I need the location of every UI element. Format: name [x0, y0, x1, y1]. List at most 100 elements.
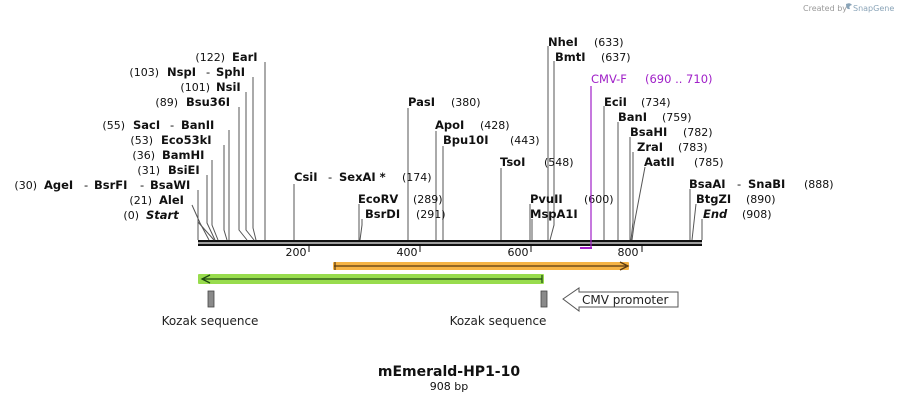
feature-kozak-1[interactable]: Kozak sequence: [162, 290, 259, 328]
site-mspA1I[interactable]: MspA1I: [530, 207, 578, 221]
site-position: (637): [601, 51, 631, 64]
map-length: 908 bp: [430, 380, 468, 393]
site-bsaAI-snaBI[interactable]: BsaAI - SnaBI (888): [689, 177, 834, 191]
features: Kozak sequence Kozak sequence CMV promot…: [162, 261, 679, 328]
enzyme-name: CsiI: [294, 170, 318, 184]
site-bsaHI[interactable]: BsaHI (782): [630, 125, 713, 139]
site-tsoI[interactable]: TsoI (548): [500, 155, 574, 169]
map-title-block: mEmerald-HP1-10 908 bp: [378, 364, 520, 393]
site-pvuII[interactable]: PvuII (600): [530, 192, 614, 206]
enzyme-name: SexAI *: [339, 170, 386, 184]
site-position: (291): [416, 208, 446, 221]
enzyme-name: NsiI: [216, 80, 241, 94]
site-bmtI[interactable]: BmtI (637): [555, 50, 631, 64]
site-position: (782): [683, 126, 713, 139]
enzyme-name: BsaAI: [689, 177, 726, 191]
site-position: (443): [510, 134, 540, 147]
enzyme-name: BanII: [181, 118, 214, 132]
enzyme-name: AatII: [644, 155, 675, 169]
site-position: (783): [678, 141, 708, 154]
site-apoI[interactable]: ApoI (428): [435, 118, 510, 132]
site-nheI[interactable]: NheI (633): [548, 35, 624, 49]
site-bamHI[interactable]: (36) BamHI: [132, 148, 204, 162]
enzyme-name: Bpu10I: [443, 133, 488, 147]
site-position: (55): [102, 119, 125, 132]
site-csiI-sexAI[interactable]: CsiI - SexAI * (174): [294, 170, 432, 184]
start-label: Start: [146, 208, 179, 222]
enzyme-name: MspA1I: [530, 207, 578, 221]
site-pasI[interactable]: PasI (380): [408, 95, 481, 109]
site-btgZI[interactable]: BtgZI (890): [696, 192, 776, 206]
map-title: mEmerald-HP1-10: [378, 364, 520, 380]
site-ageI-bsrFI-bsaWI[interactable]: (30) AgeI - BsrFI - BsaWI: [14, 178, 190, 192]
sequence-backbone: [198, 240, 702, 246]
feature-orange-orf[interactable]: [333, 261, 630, 271]
site-aleI[interactable]: (21) AleI: [129, 193, 184, 207]
enzyme-name: SacI: [133, 118, 160, 132]
site-zraI[interactable]: ZraI (783): [637, 140, 708, 154]
site-line-bmtI: [549, 61, 555, 241]
enzyme-separator: -: [206, 65, 210, 79]
site-line-btgZI: [691, 203, 697, 241]
enzyme-name: PvuII: [530, 192, 563, 206]
site-position: (380): [451, 96, 481, 109]
site-position: (908): [742, 208, 772, 221]
enzyme-name: Bsu36I: [186, 95, 230, 109]
enzyme-name: AleI: [159, 193, 184, 207]
site-position: (0): [123, 209, 139, 222]
site-bsu36I[interactable]: (89) Bsu36I: [155, 95, 230, 109]
site-position: (888): [804, 178, 834, 191]
site-position: (548): [544, 156, 574, 169]
backbone-top-strand: [198, 240, 702, 243]
enzyme-name: BanI: [618, 110, 647, 124]
enzyme-name: NheI: [548, 35, 578, 49]
arrow-right-icon: [619, 261, 630, 271]
site-ecoRV[interactable]: EcoRV (289): [358, 192, 443, 206]
enzyme-separator: -: [328, 170, 332, 184]
enzyme-name: AgeI: [44, 178, 73, 192]
credit-prefix: Created by: [803, 4, 847, 13]
site-aatII[interactable]: AatII (785): [644, 155, 724, 169]
enzyme-name: ApoI: [435, 118, 464, 132]
ruler-label-800: 800: [618, 246, 639, 259]
enzyme-name: BsrFI: [94, 178, 127, 192]
site-lines: [191, 46, 703, 241]
site-earI[interactable]: (122) EarI: [195, 50, 257, 64]
enzyme-separator: -: [140, 178, 144, 192]
site-eco53kI[interactable]: (53) Eco53kI: [130, 133, 211, 147]
site-end[interactable]: End (908): [703, 207, 772, 221]
backbone-bottom-strand: [198, 243, 702, 246]
site-position: (36): [132, 149, 155, 162]
site-nspI-sphI[interactable]: (103) NspI - SphI: [129, 65, 245, 79]
ruler-label-200: 200: [286, 246, 307, 259]
site-eciI[interactable]: EciI (734): [604, 95, 671, 109]
site-bsrDI[interactable]: BsrDI (291): [365, 207, 446, 221]
enzyme-name: PasI: [408, 95, 435, 109]
site-start[interactable]: (0) Start: [123, 208, 179, 222]
enzyme-name: BsaHI: [630, 125, 667, 139]
feature-cmv-promoter[interactable]: CMV promoter: [562, 287, 679, 312]
primer-cmv-f[interactable]: CMV-F (690 .. 710): [580, 72, 713, 249]
left-arrow-feature-icon: [562, 287, 679, 312]
site-position: (89): [155, 96, 178, 109]
site-line-nspI: [252, 77, 257, 241]
feature-green-orf[interactable]: [198, 274, 544, 284]
site-position: (103): [129, 66, 159, 79]
site-bsiEI[interactable]: (31) BsiEI: [137, 163, 199, 177]
enzyme-separator: -: [84, 178, 88, 192]
ruler-label-600: 600: [508, 246, 529, 259]
site-nsiI[interactable]: (101) NsiI: [180, 80, 240, 94]
site-position: (31): [137, 164, 160, 177]
primer-name: CMV-F: [591, 72, 627, 86]
site-sacI-banII[interactable]: (55) SacI - BanII: [102, 118, 214, 132]
site-bpu10I[interactable]: Bpu10I (443): [443, 133, 540, 147]
credit-brand: SnapGene: [853, 4, 894, 13]
enzyme-name: EcoRV: [358, 192, 398, 206]
enzyme-name: BsiEI: [168, 163, 200, 177]
site-banI[interactable]: BanI (759): [618, 110, 692, 124]
feature-kozak-2[interactable]: Kozak sequence: [450, 290, 548, 328]
site-position: (53): [130, 134, 153, 147]
cmv-promoter-label: CMV promoter: [582, 293, 669, 307]
site-position: (759): [662, 111, 692, 124]
site-position: (785): [694, 156, 724, 169]
